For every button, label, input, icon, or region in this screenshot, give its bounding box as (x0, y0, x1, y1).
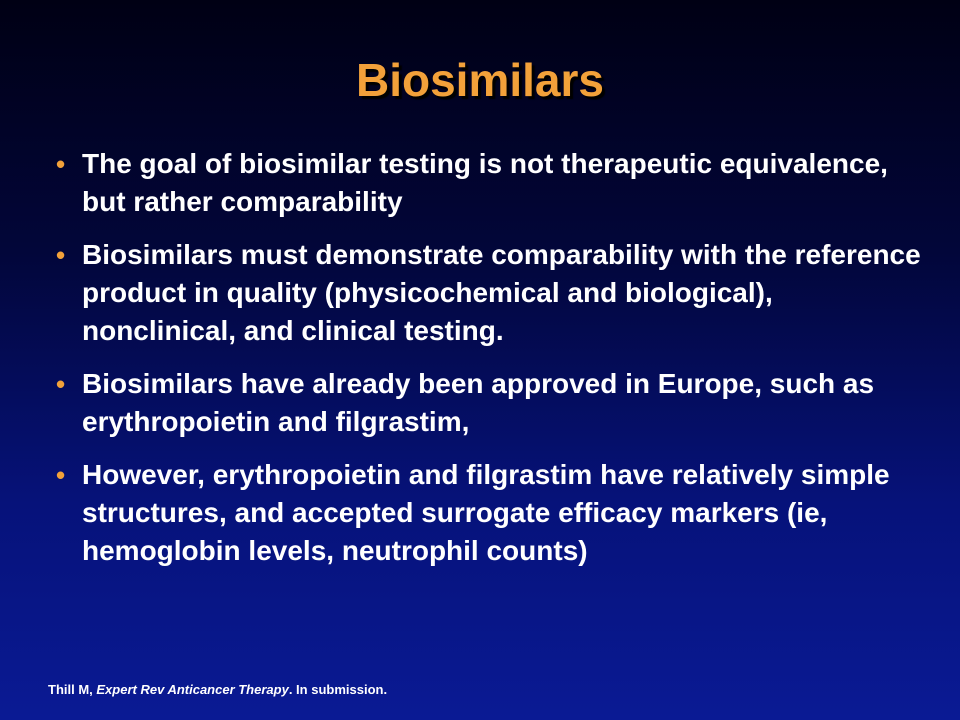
bullet-marker: • (56, 369, 66, 399)
bullet-marker: • (56, 149, 66, 179)
bullet-item: • Biosimilars must demonstrate comparabi… (50, 236, 930, 350)
bullet-marker: • (56, 240, 66, 270)
bullet-item: • The goal of biosimilar testing is not … (50, 145, 930, 221)
bullet-text: However, erythropoietin and filgrastim h… (82, 459, 890, 566)
citation-author: Thill M, (48, 682, 97, 697)
bullet-item: • However, erythropoietin and filgrastim… (50, 456, 930, 570)
bullet-marker: • (56, 460, 66, 490)
citation-suffix: . In submission. (288, 682, 388, 697)
bullet-item: • Biosimilars have already been approved… (50, 365, 930, 441)
citation-footer: Thill M, Expert Rev Anticancer Therapy. … (48, 681, 387, 699)
bullet-text: Biosimilars must demonstrate comparabili… (82, 239, 921, 346)
bullet-text: Biosimilars have already been approved i… (82, 368, 875, 437)
bullet-text: The goal of biosimilar testing is not th… (82, 148, 888, 217)
citation-journal: Expert Rev Anticancer Therapy (96, 682, 289, 697)
bullet-list: • The goal of biosimilar testing is not … (50, 145, 930, 585)
slide-title: Biosimilars (356, 54, 604, 106)
